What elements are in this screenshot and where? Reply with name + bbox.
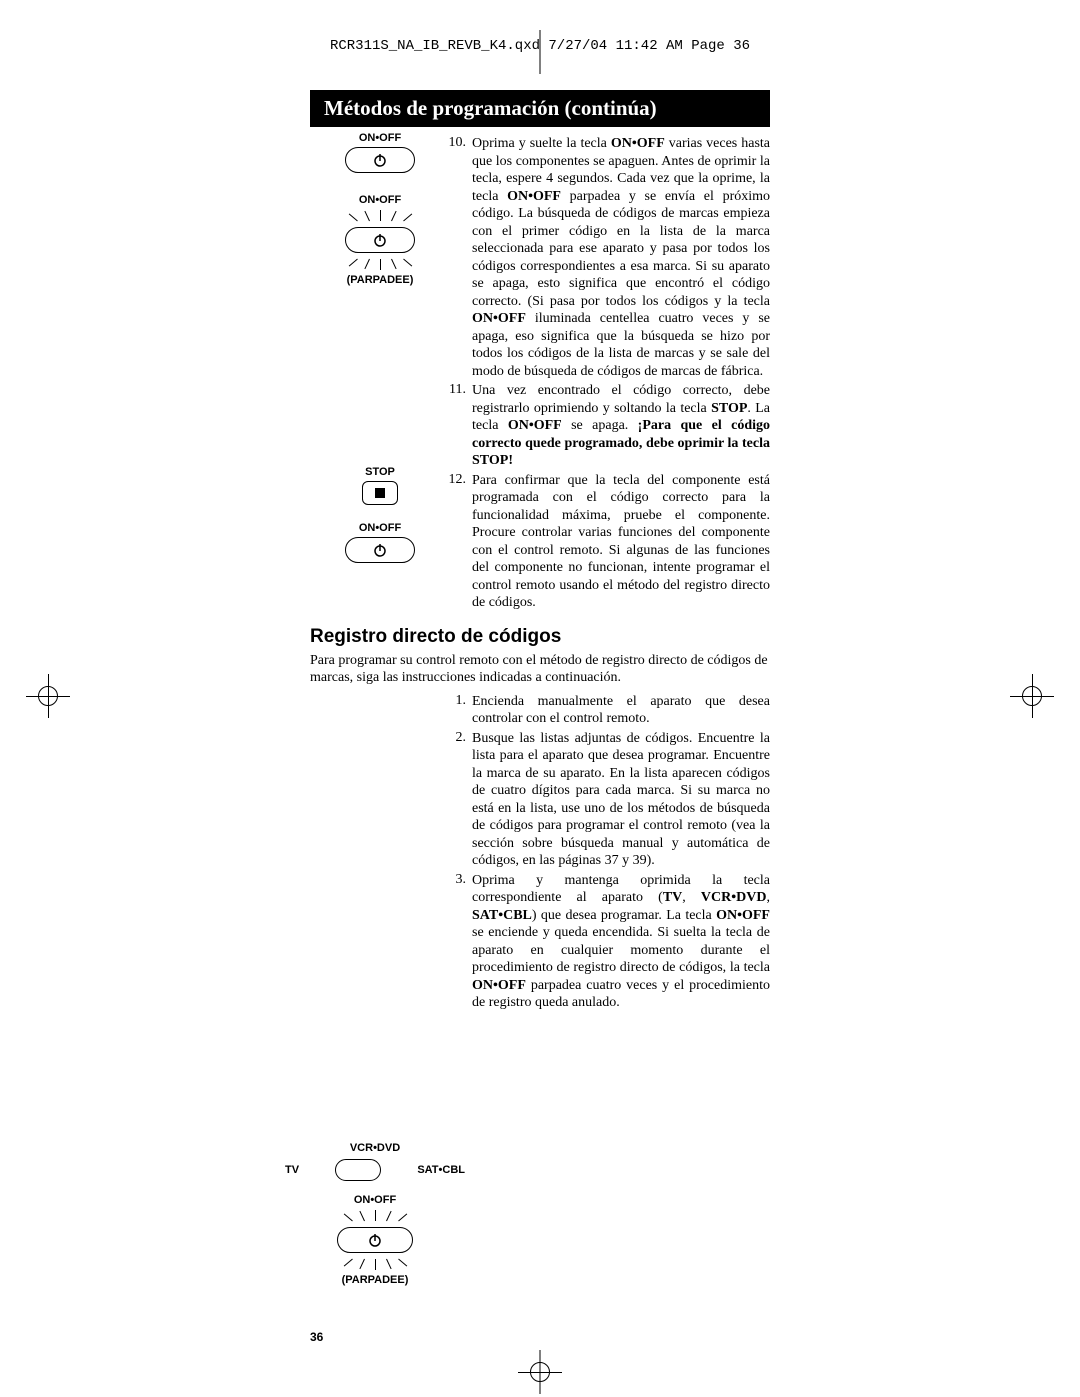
step-text: Oprima y mantenga oprimida la tecla corr…	[472, 872, 770, 1012]
step-number: 11.	[442, 382, 472, 470]
device-button-icon	[335, 1159, 381, 1181]
steps-list-a: 10.Oprima y suelte la tecla ON•OFF varia…	[442, 135, 770, 612]
step-row: 3.Oprima y mantenga oprimida la tecla co…	[442, 872, 770, 1012]
label-vcrdvd: VCR•DVD	[285, 1142, 465, 1154]
step-row: 12.Para confirmar que la tecla del compo…	[442, 472, 770, 612]
step-number: 3.	[442, 872, 472, 1012]
steps-list-b: 1.Encienda manualmente el aparato que de…	[442, 693, 770, 1012]
step-text: Busque las listas adjuntas de códigos. E…	[472, 730, 770, 870]
step-number: 1.	[442, 693, 472, 728]
intro-paragraph: Para programar su control remoto con el …	[310, 652, 770, 687]
step-text: Oprima y suelte la tecla ON•OFF varias v…	[472, 135, 770, 380]
step-row: 11.Una vez encontrado el código correcto…	[442, 382, 770, 470]
header-slug: RCR311S_NA_IB_REVB_K4.qxd 7/27/04 11:42 …	[330, 38, 750, 54]
label-tv: TV	[285, 1164, 299, 1176]
step-row: 10.Oprima y suelte la tecla ON•OFF varia…	[442, 135, 770, 380]
onoff-button-icon	[337, 1227, 413, 1253]
rays-bottom-icon	[330, 1256, 420, 1272]
label-parpadee: (PARPADEE)	[285, 1274, 465, 1286]
page-number: 36	[310, 1330, 323, 1344]
step-number: 12.	[442, 472, 472, 612]
step-row: 1.Encienda manualmente el aparato que de…	[442, 693, 770, 728]
rays-top-icon	[330, 1208, 420, 1224]
page: RCR311S_NA_IB_REVB_K4.qxd 7/27/04 11:42 …	[0, 0, 1080, 1397]
subheading: Registro directo de códigos	[310, 626, 770, 648]
figure-device-select: VCR•DVD TV SAT•CBL ON•OFF (PARPADEE)	[285, 1140, 465, 1288]
main-content: Métodos de programación (continúa) 10.Op…	[310, 90, 770, 1012]
section-banner: Métodos de programación (continúa)	[310, 90, 770, 127]
step-text: Para confirmar que la tecla del componen…	[472, 472, 770, 612]
step-row: 2.Busque las listas adjuntas de códigos.…	[442, 730, 770, 870]
label-satcbl: SAT•CBL	[417, 1164, 465, 1176]
power-icon	[368, 1233, 382, 1247]
step-number: 10.	[442, 135, 472, 380]
label-onoff: ON•OFF	[285, 1194, 465, 1206]
step-number: 2.	[442, 730, 472, 870]
step-text: Encienda manualmente el aparato que dese…	[472, 693, 770, 728]
step-text: Una vez encontrado el código correcto, d…	[472, 382, 770, 470]
